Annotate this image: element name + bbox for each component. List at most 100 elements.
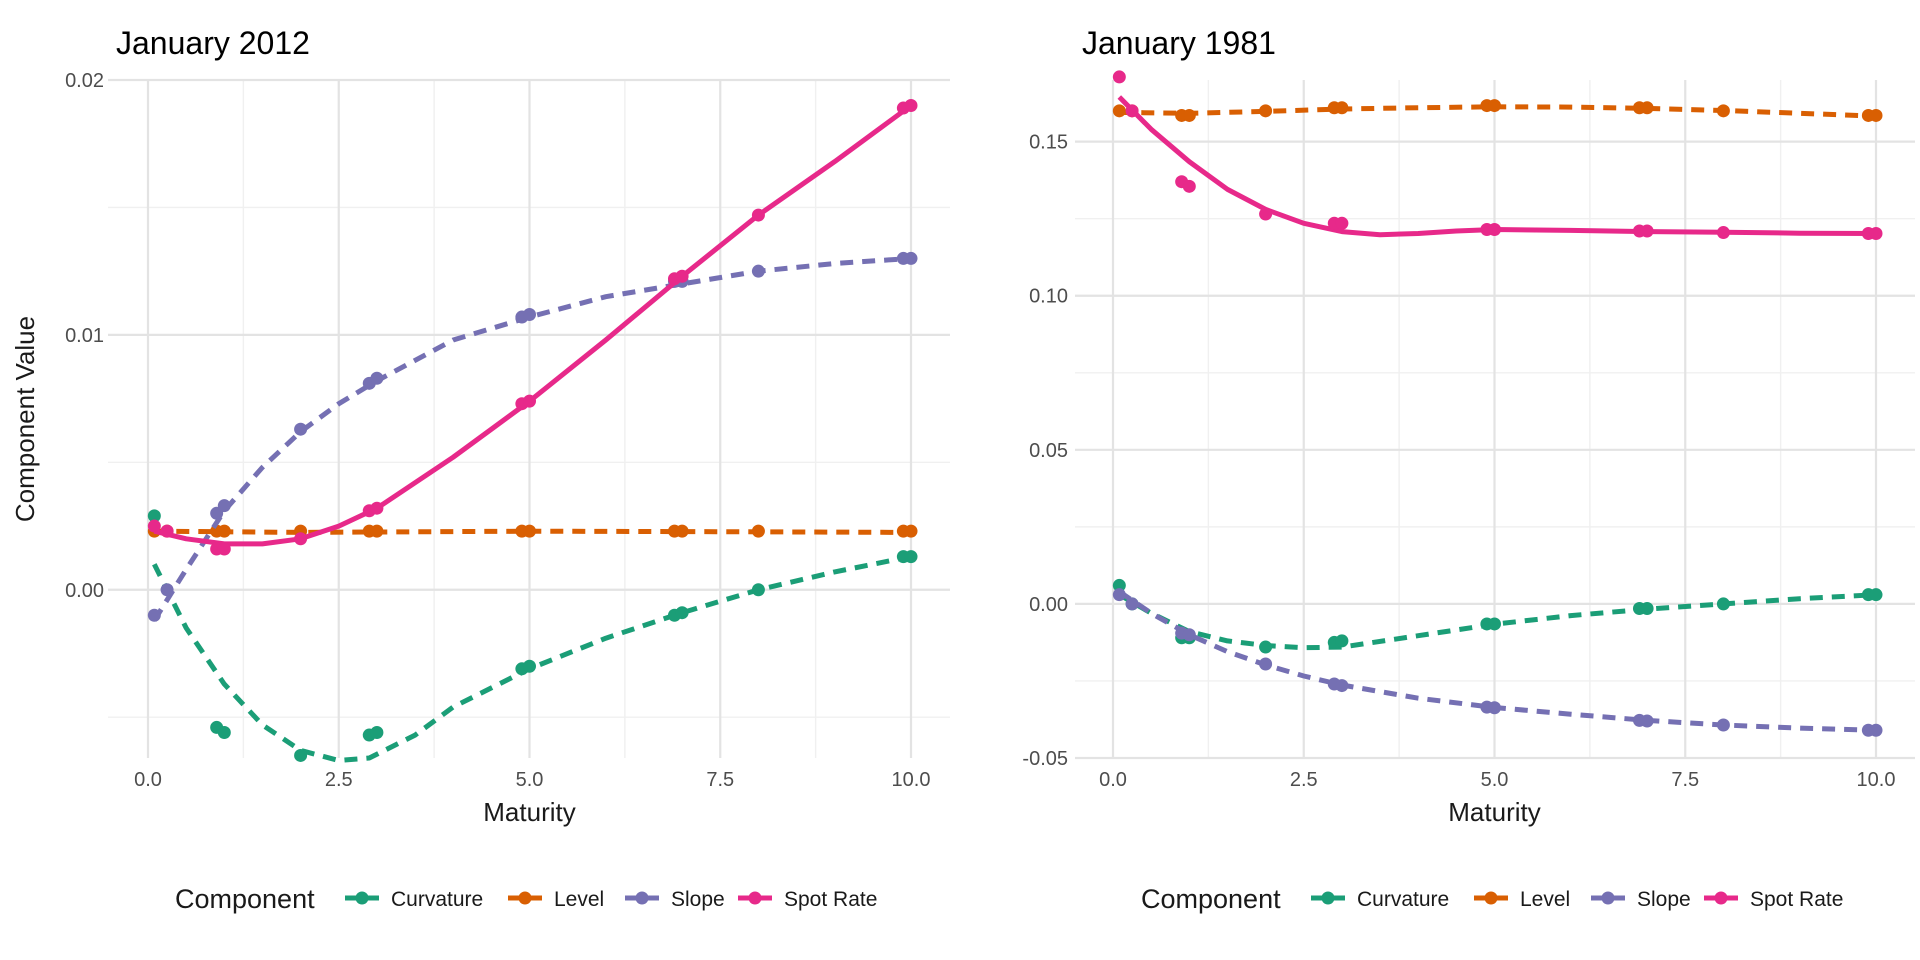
- data-point: [1716, 226, 1730, 240]
- series-level: [1112, 99, 1883, 122]
- data-point: [370, 524, 384, 538]
- data-point: [217, 726, 231, 740]
- legend-title: Component: [175, 884, 315, 914]
- data-point: [675, 269, 689, 283]
- series-line: [152, 554, 912, 763]
- chart-title: January 2012: [116, 25, 310, 61]
- x-tick-label: 5.0: [1481, 769, 1509, 791]
- data-point: [1869, 588, 1883, 602]
- x-tick-label: 2.5: [1290, 769, 1318, 791]
- y-tick-label: 0.05: [1029, 440, 1068, 462]
- legend-key-point: [355, 891, 369, 905]
- y-tick-label: 0.00: [65, 580, 104, 602]
- data-point: [1716, 597, 1730, 611]
- data-point: [751, 583, 765, 597]
- data-point: [1716, 104, 1730, 118]
- legend-label: Slope: [1637, 888, 1691, 911]
- series-curvature: [1112, 578, 1883, 654]
- legend-item: Slope: [1591, 888, 1691, 911]
- data-point: [1640, 714, 1654, 728]
- legend-key-point: [518, 891, 532, 905]
- data-point: [1869, 226, 1883, 240]
- x-tick-label: 7.5: [1671, 769, 1699, 791]
- y-axis-title: Component Value: [10, 316, 40, 522]
- data-point: [1488, 99, 1501, 113]
- y-tick-label: 0.10: [1029, 286, 1068, 308]
- legend: Component Curvature Level Slope Spot Rate: [175, 884, 877, 914]
- data-point: [751, 524, 765, 538]
- data-point: [1125, 104, 1139, 118]
- legend-item: Curvature: [345, 888, 483, 911]
- series-line: [1117, 589, 1877, 733]
- data-point: [1335, 634, 1349, 648]
- x-tick-label: 10.0: [1857, 769, 1896, 791]
- legend-label: Spot Rate: [1750, 888, 1843, 911]
- data-point: [523, 307, 536, 321]
- data-point: [1869, 108, 1883, 122]
- data-point: [1335, 216, 1349, 230]
- data-point: [904, 98, 918, 112]
- x-tick-label: 0.0: [1099, 769, 1127, 791]
- data-point: [370, 371, 384, 385]
- data-point: [217, 542, 231, 556]
- x-axis-title: Maturity: [483, 797, 575, 827]
- data-point: [217, 524, 231, 538]
- legend-label: Spot Rate: [784, 888, 877, 911]
- legend-item: Spot Rate: [1704, 888, 1843, 911]
- data-point: [1112, 578, 1126, 592]
- data-point: [1335, 101, 1349, 115]
- x-tick-label: 5.0: [516, 769, 544, 791]
- data-point: [1640, 602, 1654, 616]
- legend-key-point: [1601, 891, 1615, 905]
- data-point: [1259, 657, 1273, 671]
- data-point: [904, 550, 918, 564]
- data-point: [1112, 588, 1126, 602]
- legend-label: Level: [1520, 888, 1570, 911]
- data-point: [370, 726, 384, 740]
- x-axis-title: Maturity: [1448, 797, 1540, 827]
- x-tick-label: 10.0: [892, 769, 931, 791]
- data-point: [675, 606, 689, 620]
- data-point: [1125, 597, 1139, 611]
- data-point: [675, 524, 689, 538]
- legend-item: Level: [508, 888, 604, 911]
- x-tick-label: 2.5: [325, 769, 353, 791]
- data-point: [294, 422, 308, 436]
- series-line: [1117, 95, 1877, 238]
- y-tick-label: 0.15: [1029, 132, 1068, 154]
- series-line: [153, 103, 913, 547]
- data-point: [294, 532, 308, 546]
- legend-key-point: [635, 891, 649, 905]
- legend-key-point: [748, 891, 762, 905]
- legend-item: Level: [1474, 888, 1570, 911]
- data-point: [370, 501, 384, 515]
- y-tick-label: -0.05: [1022, 748, 1068, 770]
- x-tick-label: 7.5: [706, 769, 734, 791]
- data-point: [147, 509, 161, 523]
- data-point: [147, 519, 161, 533]
- data-point: [147, 608, 161, 622]
- data-point: [523, 394, 536, 408]
- data-point: [160, 583, 174, 597]
- series-line: [152, 255, 912, 622]
- data-point: [1112, 104, 1126, 118]
- data-point: [1335, 679, 1349, 693]
- data-point: [1869, 723, 1883, 737]
- legend-item: Spot Rate: [738, 888, 877, 911]
- data-point: [523, 659, 536, 673]
- x-tick-label: 0.0: [134, 769, 162, 791]
- legend-key-point: [1321, 891, 1335, 905]
- series-spot-rate: [1112, 70, 1883, 240]
- data-point: [1488, 701, 1501, 715]
- data-point: [294, 748, 308, 762]
- series-line: [1118, 592, 1877, 651]
- series-slope: [147, 251, 918, 622]
- data-point: [160, 524, 174, 538]
- data-point: [1182, 628, 1196, 642]
- series-spot-rate: [147, 98, 918, 556]
- legend-item: Slope: [625, 888, 725, 911]
- data-point: [904, 251, 918, 265]
- legend-label: Curvature: [1357, 888, 1449, 911]
